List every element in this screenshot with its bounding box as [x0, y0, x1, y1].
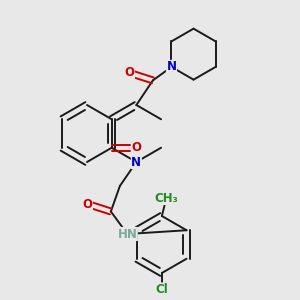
Text: N: N	[131, 155, 141, 169]
Text: HN: HN	[117, 227, 137, 241]
Text: Cl: Cl	[155, 283, 168, 296]
Text: O: O	[131, 141, 141, 154]
Text: N: N	[167, 60, 176, 74]
Text: O: O	[124, 66, 134, 80]
Text: CH₃: CH₃	[154, 191, 178, 205]
Text: O: O	[82, 197, 92, 211]
